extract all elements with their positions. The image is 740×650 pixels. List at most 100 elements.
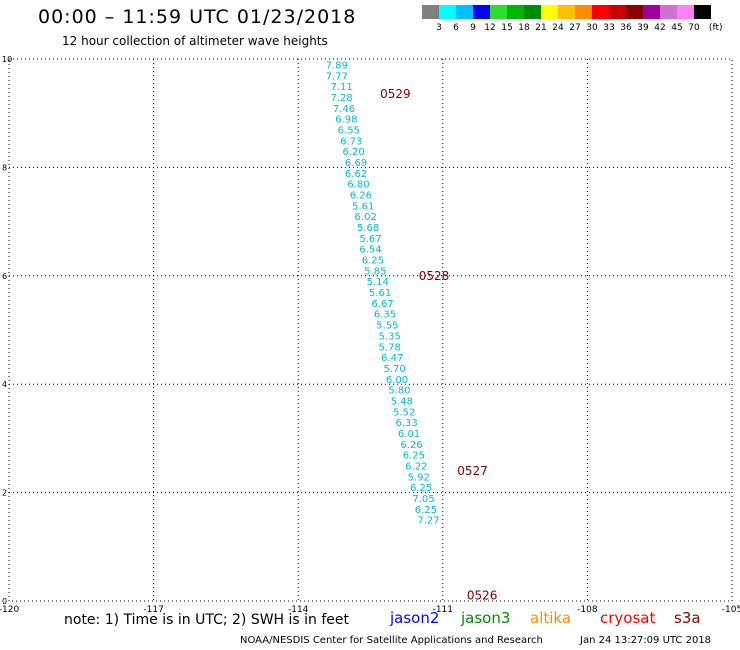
time-annotation: 0527 — [457, 464, 488, 478]
swh-data-label: 5.14 — [367, 277, 389, 288]
chart-subtitle: 12 hour collection of altimeter wave hei… — [62, 34, 328, 48]
swh-data-label: 5.48 — [391, 396, 413, 407]
generated-timestamp: Jan 24 13:27:09 UTC 2018 — [580, 635, 712, 646]
y-tick-label: 2 — [2, 489, 7, 498]
color-scale-label: 6 — [453, 23, 459, 33]
color-scale-label: 42 — [654, 23, 666, 33]
swh-data-label: 7.11 — [330, 82, 352, 93]
swh-data-label: 7.28 — [330, 93, 352, 104]
swh-data-label: 6.54 — [359, 245, 381, 256]
swh-data-label: 6.02 — [355, 212, 377, 223]
swh-data-label: 5.92 — [408, 472, 430, 483]
swh-data-label: 7.77 — [326, 71, 348, 82]
swh-data-label: 5.55 — [376, 321, 398, 332]
swh-data-label: 6.98 — [335, 115, 357, 126]
color-swatch — [643, 5, 660, 19]
swh-data-label: 7.05 — [412, 494, 434, 505]
swh-data-label: 5.61 — [369, 288, 391, 299]
color-swatch — [456, 5, 473, 19]
color-swatch — [677, 5, 694, 19]
credit-line: NOAA/NESDIS Center for Satellite Applica… — [240, 635, 543, 646]
swh-data-label: 6.25 — [410, 483, 432, 494]
x-tick-label: -105 — [722, 605, 740, 615]
time-annotation: 0528 — [419, 269, 450, 283]
swh-data-label: 6.73 — [340, 136, 362, 147]
swh-data-label: 5.85 — [364, 266, 386, 277]
swh-data-label: 6.20 — [342, 147, 364, 158]
color-swatch — [490, 5, 507, 19]
swh-data-label: 6.80 — [347, 180, 369, 191]
swh-data-label: 6.01 — [398, 429, 420, 440]
swh-data-label: 5.68 — [357, 223, 379, 234]
swh-data-label: 5.67 — [359, 234, 381, 245]
swh-data-label: 6.22 — [405, 462, 427, 473]
color-scale-label: 18 — [518, 23, 530, 33]
satellite-legend-s3a: s3a — [674, 609, 701, 627]
x-tick-label: -114 — [288, 605, 309, 615]
color-scale-label: 27 — [569, 23, 581, 33]
swh-data-label: 6.26 — [400, 440, 422, 451]
satellite-legend-cryosat: cryosat — [600, 609, 656, 627]
color-scale-label: 15 — [501, 23, 513, 33]
y-tick-label: 4 — [2, 380, 7, 389]
color-swatch — [592, 5, 609, 19]
satellite-legend-jason3: jason3 — [461, 609, 511, 627]
swh-data-label: 5.52 — [393, 407, 415, 418]
color-scale-label: 33 — [603, 23, 615, 33]
color-scale-label: 3 — [436, 23, 442, 33]
color-swatch — [473, 5, 490, 19]
color-swatch — [626, 5, 643, 19]
color-scale-label: 21 — [535, 23, 547, 33]
x-tick-label: -117 — [143, 605, 163, 615]
swh-data-label: 6.25 — [362, 256, 384, 267]
swh-data-label: 7.46 — [333, 104, 355, 115]
color-scale-label: 9 — [470, 23, 476, 33]
swh-data-label: 5.70 — [383, 364, 405, 375]
color-swatch — [524, 5, 541, 19]
footer-note: note: 1) Time is in UTC; 2) SWH is in fe… — [64, 612, 350, 628]
color-scale-unit: (ft) — [708, 23, 723, 33]
y-tick-label: 10 — [2, 55, 12, 64]
swh-data-label: 6.25 — [415, 505, 437, 516]
swh-data-label: 7.89 — [326, 60, 348, 71]
y-tick-label: 6 — [2, 272, 7, 281]
color-swatch — [541, 5, 558, 19]
swh-data-label: 6.47 — [381, 353, 403, 364]
x-tick-label: -120 — [0, 605, 19, 615]
color-swatch — [439, 5, 456, 19]
color-swatch — [575, 5, 592, 19]
color-swatch — [660, 5, 677, 19]
color-swatch — [694, 5, 711, 19]
satellite-legend-jason2: jason2 — [390, 609, 440, 627]
color-swatch — [422, 5, 439, 19]
swh-data-label: 6.00 — [386, 375, 408, 386]
x-tick-label: -108 — [577, 605, 598, 615]
swh-data-label: 5.80 — [388, 386, 410, 397]
swh-data-label: 7.27 — [417, 516, 439, 527]
time-annotation: 0526 — [467, 589, 498, 603]
color-swatch — [558, 5, 575, 19]
plot-frame — [8, 58, 733, 602]
swh-data-label: 6.62 — [345, 169, 367, 180]
time-annotation: 0529 — [380, 87, 411, 101]
swh-data-label: 6.55 — [338, 125, 360, 136]
swh-data-label: 5.35 — [379, 331, 401, 342]
chart-title: 00:00 – 11:59 UTC 01/23/2018 — [38, 6, 357, 28]
color-swatch — [507, 5, 524, 19]
color-scale-label: 24 — [552, 23, 564, 33]
satellite-legend-altika: altika — [530, 609, 572, 627]
swh-data-label: 6.33 — [396, 418, 418, 429]
color-scale-label: 70 — [688, 23, 700, 33]
x-tick-label: -111 — [433, 605, 453, 615]
swh-data-label: 5.78 — [379, 342, 401, 353]
swh-data-label: 6.35 — [374, 310, 396, 321]
swh-data-label: 6.26 — [350, 191, 372, 202]
swh-data-label: 6.67 — [371, 299, 393, 310]
swh-data-label: 6.69 — [345, 158, 367, 169]
swh-data-label: 5.61 — [352, 201, 374, 212]
color-scale-label: 39 — [637, 23, 649, 33]
color-scale-label: 12 — [484, 23, 496, 33]
color-scale-label: 30 — [586, 23, 598, 33]
color-scale-label: 36 — [620, 23, 632, 33]
